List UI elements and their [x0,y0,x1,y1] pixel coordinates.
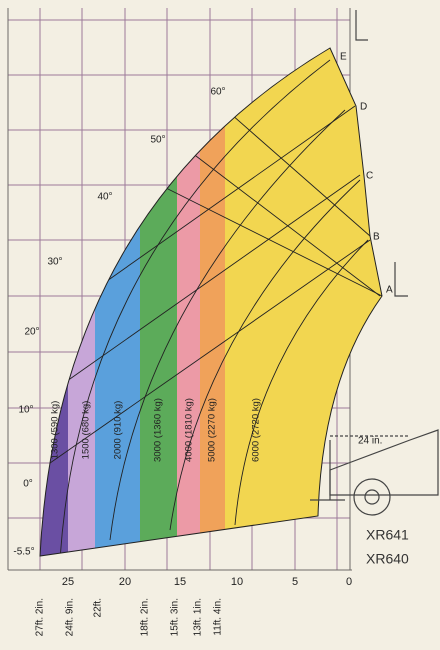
machine [310,10,439,516]
reach-label: 18ft. 2in. [140,598,151,636]
angle-label: -5.5° [13,547,34,558]
reach-label: 15ft. 3in. [170,598,181,636]
axis-tick: 10 [231,576,243,588]
reach-label: 13ft. 1in. [193,598,204,636]
zone-label: 6000 (2720 kg) [251,398,262,462]
point-label: A [386,285,393,296]
reach-label: 24ft. 9in. [65,598,76,636]
point-label: B [373,232,380,243]
envelope [39,47,383,557]
axis-tick: 15 [174,576,186,588]
reach-label: 11ft. 4in. [213,598,224,636]
angle-label: 30° [47,257,62,268]
zone-label: 3000 (1360 kg) [153,398,164,462]
axis-tick: 0 [346,576,352,588]
angle-label: 10° [18,405,33,416]
model-label: XR640 [366,551,409,567]
zone-label: 1500 (680 kg) [81,401,92,460]
axis-tick: 5 [292,576,298,588]
point-label: C [366,171,373,182]
model-label: XR641 [366,527,409,543]
angle-label: 0° [23,479,33,490]
zone-label: 4000 (1810 kg) [184,398,195,462]
zone-label: 5000 (2270 kg) [207,398,218,462]
angle-label: 60° [210,87,225,98]
angle-label: 50° [150,135,165,146]
zone-label: 2000 (910 kg) [113,401,124,460]
reach-label: 27ft. 2in. [35,598,46,636]
angle-label: 40° [97,192,112,203]
axis-tick: 25 [62,576,74,588]
reach-label: 22ft. [93,598,104,617]
point-label: D [360,102,367,113]
zone-label: 1300 (590 kg) [50,401,61,460]
point-label: E [340,52,347,63]
axis-tick: 20 [119,576,131,588]
angle-label: 20° [24,327,39,338]
clearance-label: 24 in. [358,436,382,447]
